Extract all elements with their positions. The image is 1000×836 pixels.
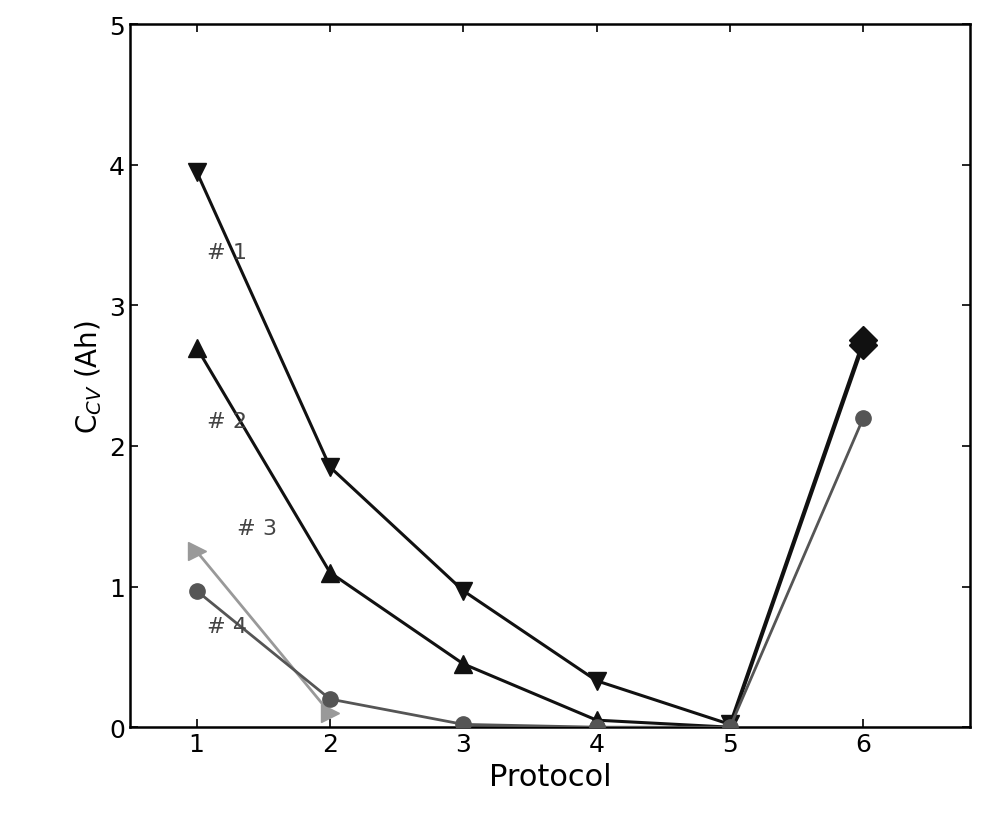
Text: # 1: # 1 <box>207 242 247 263</box>
Text: # 4: # 4 <box>207 616 247 636</box>
Text: # 3: # 3 <box>237 517 277 538</box>
X-axis label: Protocol: Protocol <box>489 762 611 791</box>
Text: # 2: # 2 <box>207 411 247 431</box>
Y-axis label: C$_{CV}$ (Ah): C$_{CV}$ (Ah) <box>73 319 104 433</box>
